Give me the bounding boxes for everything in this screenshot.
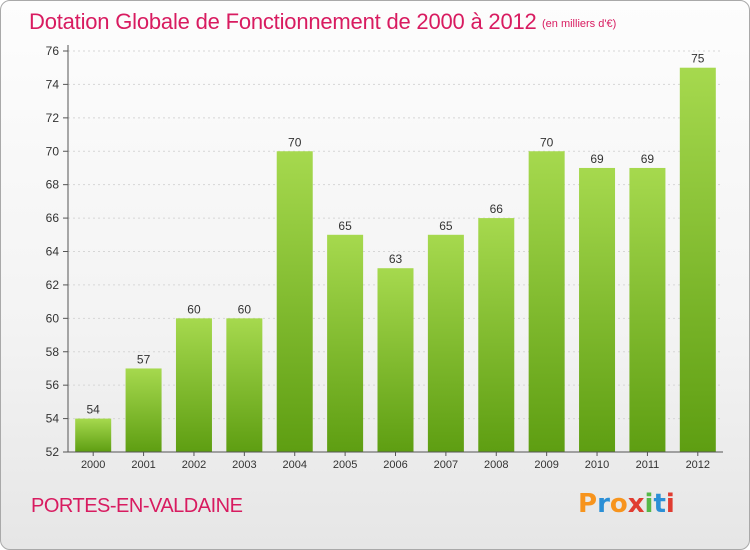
x-tick-label: 2003 xyxy=(232,459,256,471)
bar-value-label: 57 xyxy=(137,352,151,366)
y-tick-label: 52 xyxy=(46,445,60,459)
bar xyxy=(327,234,364,452)
x-tick-label: 2001 xyxy=(131,459,155,471)
bar xyxy=(377,268,414,452)
y-tick-label: 56 xyxy=(46,378,60,392)
logo-letter: P xyxy=(578,489,598,519)
x-tick-label: 2010 xyxy=(585,459,609,471)
bar xyxy=(629,167,666,453)
y-tick-label: 72 xyxy=(46,111,60,125)
y-tick-label: 74 xyxy=(46,77,60,91)
bar xyxy=(528,151,565,452)
bar xyxy=(427,234,464,452)
bar xyxy=(75,418,112,452)
chart-title: Dotation Globale de Fonctionnement de 20… xyxy=(29,9,537,34)
bar-value-label: 65 xyxy=(439,219,453,233)
bar xyxy=(276,151,313,452)
logo-letter: i xyxy=(665,489,675,519)
x-tick-label: 2006 xyxy=(383,459,407,471)
x-tick-label: 2005 xyxy=(333,459,357,471)
x-tick-label: 2007 xyxy=(434,459,458,471)
bar-value-label: 63 xyxy=(389,252,403,266)
y-tick-label: 58 xyxy=(46,345,60,359)
bar-value-label: 70 xyxy=(288,135,302,149)
logo-letter: x xyxy=(627,489,645,519)
bar-value-label: 70 xyxy=(540,135,554,149)
x-tick-label: 2012 xyxy=(686,459,710,471)
bar xyxy=(175,318,212,452)
logo-letter: i xyxy=(644,489,654,519)
proxiti-logo: Proxiti xyxy=(578,489,675,519)
x-tick-label: 2004 xyxy=(282,459,306,471)
y-tick-label: 70 xyxy=(46,144,60,158)
bar-value-label: 60 xyxy=(238,302,252,316)
bar-value-label: 54 xyxy=(87,403,101,417)
y-tick-label: 60 xyxy=(46,311,60,325)
y-tick-label: 66 xyxy=(46,211,60,225)
x-tick-label: 2002 xyxy=(182,459,206,471)
bar-value-label: 69 xyxy=(590,152,604,166)
logo-letter: r xyxy=(597,489,610,519)
bar xyxy=(579,167,616,453)
y-tick-label: 62 xyxy=(46,278,60,292)
y-tick-label: 68 xyxy=(46,178,60,192)
x-tick-label: 2000 xyxy=(81,459,105,471)
bar-value-label: 65 xyxy=(338,219,352,233)
x-tick-label: 2009 xyxy=(534,459,558,471)
chart-subtitle: (en milliers d'€) xyxy=(542,18,617,30)
bar xyxy=(226,318,263,452)
commune-name: PORTES-EN-VALDAINE xyxy=(31,495,243,517)
logo-letter: t xyxy=(653,489,666,519)
bar xyxy=(478,218,515,452)
bar xyxy=(679,67,716,452)
x-tick-label: 2008 xyxy=(484,459,508,471)
y-tick-label: 54 xyxy=(46,412,60,426)
bar-value-label: 75 xyxy=(691,52,705,66)
x-tick-label: 2011 xyxy=(636,459,660,471)
bar-value-label: 60 xyxy=(187,302,201,316)
logo-letter: o xyxy=(609,489,628,519)
y-tick-label: 76 xyxy=(46,44,60,58)
bar-value-label: 69 xyxy=(641,152,655,166)
y-tick-label: 64 xyxy=(46,245,60,259)
bar-value-label: 66 xyxy=(490,202,504,216)
bar xyxy=(125,368,162,452)
